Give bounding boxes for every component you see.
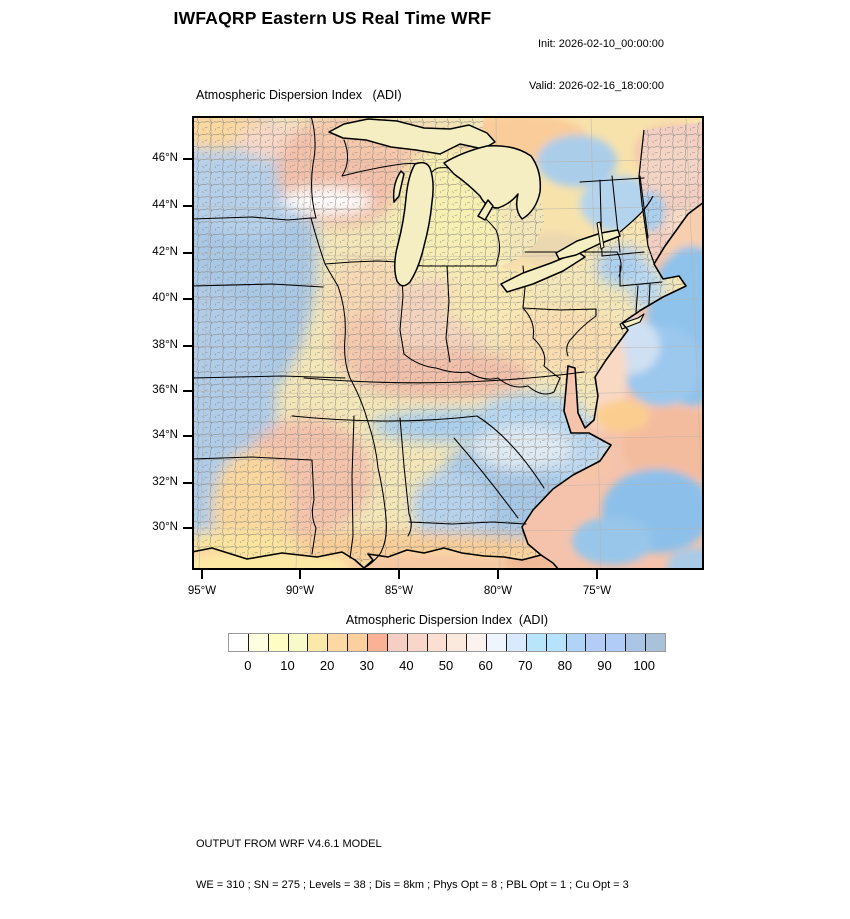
colorbar-cell (247, 634, 268, 651)
y-axis-tick-label: 30°N (152, 521, 178, 533)
x-axis-tick-label: 95°W (187, 585, 217, 597)
valid-timestamp: Valid: 2026-02-16_18:00:00 (529, 80, 664, 92)
x-axis-tick (596, 570, 598, 579)
plot-area: IWFAQRP Eastern US Real Time WRF Init: 2… (152, 8, 704, 891)
x-axis-tick-label: 80°W (483, 585, 513, 597)
colorbar-cell (605, 634, 626, 651)
colorbar-tick-label: 50 (438, 658, 454, 673)
colorbar-cell (386, 634, 407, 651)
colorbar-cell (229, 634, 248, 651)
y-axis-tick-label: 40°N (152, 292, 178, 304)
wrf-map (192, 116, 704, 570)
colorbar-cell (466, 634, 487, 651)
y-axis-tick (183, 345, 192, 347)
y-axis-tick-label: 34°N (152, 429, 178, 441)
colorbar-cell (645, 634, 665, 651)
x-axis-tick (299, 570, 301, 579)
y-axis-tick (183, 527, 192, 529)
y-axis-tick-label: 36°N (152, 384, 178, 396)
x-axis-tick (497, 570, 499, 579)
colorbar-cell (267, 634, 288, 651)
colorbar-tick-label: 30 (359, 658, 374, 673)
colorbar-tick-label: 80 (557, 658, 573, 673)
colorbar-tick-label: 10 (280, 658, 295, 673)
colorbar-cell (506, 634, 526, 651)
run-timestamps: Init: 2026-02-10_00:00:00 Valid: 2026-02… (529, 9, 664, 121)
y-axis-tick (183, 205, 192, 207)
colorbar-tick-label: 60 (478, 658, 493, 673)
footer-notes: OUTPUT FROM WRF V4.6.1 MODEL WE = 310 ; … (196, 811, 629, 919)
y-axis-tick (183, 435, 192, 437)
colorbar-tick-label: 20 (319, 658, 335, 673)
x-axis-tick (201, 570, 203, 579)
y-axis-tick (183, 158, 192, 160)
y-axis-tick-label: 46°N (152, 152, 178, 164)
footer-config-line: WE = 310 ; SN = 275 ; Levels = 38 ; Dis … (196, 878, 629, 891)
y-axis-tick-label: 42°N (152, 246, 178, 258)
y-axis-tick (183, 252, 192, 254)
colorbar-cell (307, 634, 328, 651)
map-subtitle: Atmospheric Dispersion Index (ADI) (196, 88, 402, 102)
y-axis-tick (183, 482, 192, 484)
colorbar-tick-label: 90 (597, 658, 612, 673)
colorbar-cell (545, 634, 566, 651)
colorbar-cell (426, 634, 447, 651)
colorbar-cell (625, 634, 646, 651)
x-axis-tick (398, 570, 400, 579)
colorbar-cell (486, 634, 507, 651)
colorbar-tick-label: 100 (633, 658, 656, 673)
colorbar-cell (287, 634, 308, 651)
colorbar-tick-label: 0 (244, 658, 252, 673)
y-axis-tick-label: 44°N (152, 199, 178, 211)
x-axis-tick-label: 90°W (285, 585, 315, 597)
colorbar-tick-label: 70 (518, 658, 533, 673)
colorbar-cell (367, 634, 387, 651)
colorbar-title: Atmospheric Dispersion Index (ADI) (345, 613, 549, 627)
colorbar-cell (585, 634, 606, 651)
colorbar-cell (406, 634, 427, 651)
x-axis-tick-label: 75°W (582, 585, 612, 597)
colorbar-cell (565, 634, 586, 651)
x-axis-tick-label: 85°W (384, 585, 414, 597)
y-axis-tick-label: 32°N (152, 476, 178, 488)
wrf-map-canvas (192, 116, 704, 570)
y-axis-tick (183, 298, 192, 300)
colorbar-cell (446, 634, 467, 651)
colorbar-cell (525, 634, 546, 651)
page-title: IWFAQRP Eastern US Real Time WRF (173, 8, 492, 28)
colorbar-cell (347, 634, 368, 651)
y-axis-tick (183, 390, 192, 392)
footer-model-line: OUTPUT FROM WRF V4.6.1 MODEL (196, 838, 382, 850)
colorbar-cell (327, 634, 348, 651)
y-axis-tick-label: 38°N (152, 339, 178, 351)
init-timestamp: Init: 2026-02-10_00:00:00 (538, 38, 664, 50)
colorbar (228, 633, 666, 652)
colorbar-tick-label: 40 (399, 658, 414, 673)
page-root: { "header": { "title": "IWFAQRP Eastern … (152, 8, 704, 891)
